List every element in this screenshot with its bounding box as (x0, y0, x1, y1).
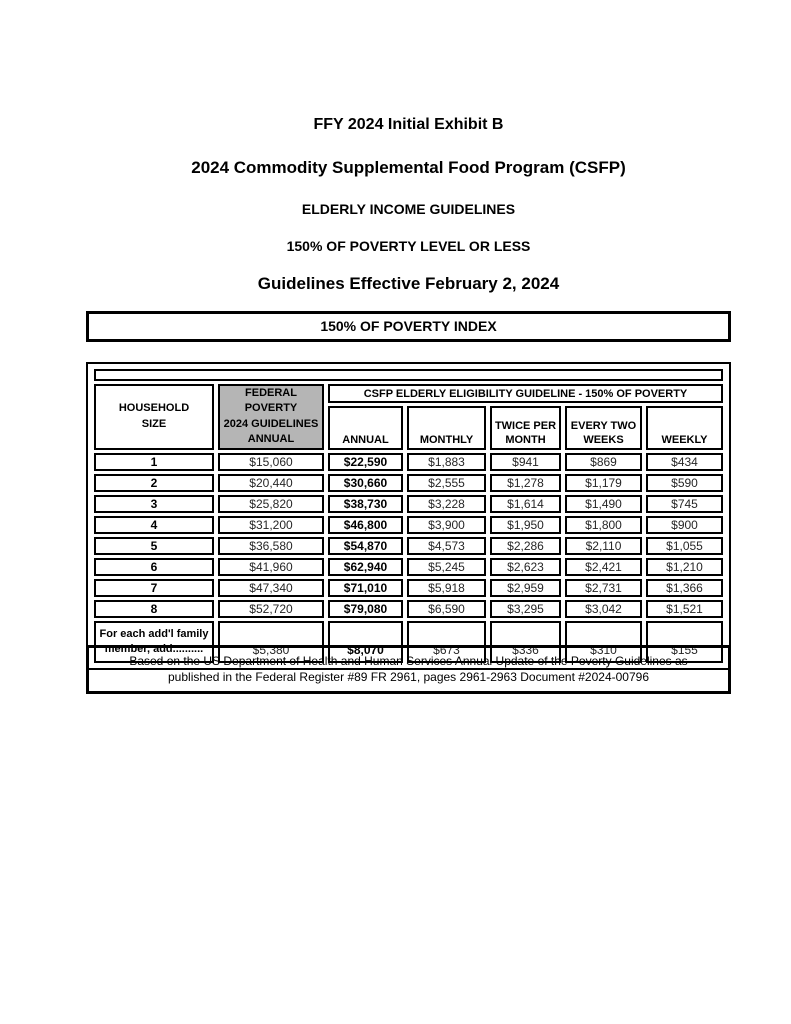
twice-per-month-cell: $2,286 (490, 536, 561, 555)
csfp-annual-cell: $22,590 (328, 452, 403, 471)
csfp-group-header: CSFP ELDERLY ELIGIBILITY GUIDELINE - 150… (328, 384, 723, 404)
federal-annual-cell: $31,200 (218, 515, 324, 534)
federal-annual-cell: $15,060 (218, 452, 324, 471)
household-size-cell: 8 (94, 599, 214, 618)
every-two-weeks-cell: $2,110 (565, 536, 642, 555)
additional-member-row: For each add'l family member, add.......… (94, 620, 723, 663)
weekly-cell: $1,521 (646, 599, 723, 618)
table-row: 3 $25,820 $38,730 $3,228 $1,614 $1,490 $… (94, 494, 723, 513)
weekly-cell: $1,366 (646, 578, 723, 597)
table-row: 8 $52,720 $79,080 $6,590 $3,295 $3,042 $… (94, 599, 723, 618)
annual-header: ANNUAL (328, 406, 403, 450)
weekly-header: WEEKLY (646, 406, 723, 450)
table-row: 5 $36,580 $54,870 $4,573 $2,286 $2,110 $… (94, 536, 723, 555)
household-size-cell: 3 (94, 494, 214, 513)
table-row: 4 $31,200 $46,800 $3,900 $1,950 $1,800 $… (94, 515, 723, 534)
weekly-cell: $434 (646, 452, 723, 471)
table-row: 2 $20,440 $30,660 $2,555 $1,278 $1,179 $… (94, 473, 723, 492)
federal-annual-cell: $52,720 (218, 599, 324, 618)
household-size-cell: 2 (94, 473, 214, 492)
csfp-annual-cell: $62,940 (328, 557, 403, 576)
federal-annual-cell: $41,960 (218, 557, 324, 576)
federal-header-line2: 2024 GUIDELINES (223, 417, 319, 430)
twice-per-month-cell: $1,614 (490, 494, 561, 513)
every-two-weeks-cell: $3,042 (565, 599, 642, 618)
weekly-cell: $745 (646, 494, 723, 513)
empty-strip-cell (94, 369, 723, 381)
source-note-box: Based on the US Department of Health and… (86, 645, 731, 695)
federal-annual-cell: $20,440 (218, 473, 324, 492)
twice-per-month-header: TWICE PER MONTH (490, 406, 561, 450)
every-two-weeks-cell: $1,179 (565, 473, 642, 492)
twice-per-month-cell: $3,295 (490, 599, 561, 618)
title-program: 2024 Commodity Supplemental Food Program… (191, 158, 626, 177)
household-size-cell: 4 (94, 515, 214, 534)
table-row: 6 $41,960 $62,940 $5,245 $2,623 $2,421 $… (94, 557, 723, 576)
weekly-cell: $900 (646, 515, 723, 534)
monthly-cell: $673 (407, 620, 486, 663)
sub-header-row: ANNUAL MONTHLY TWICE PER MONTH EVERY TWO… (94, 406, 723, 450)
twice-per-month-cell: $2,623 (490, 557, 561, 576)
csfp-annual-cell: $79,080 (328, 599, 403, 618)
twice-per-month-cell: $1,278 (490, 473, 561, 492)
empty-top-strip (94, 369, 723, 381)
monthly-cell: $2,555 (407, 473, 486, 492)
additional-member-label: For each add'l family member, add.......… (94, 620, 214, 663)
monthly-cell: $3,228 (407, 494, 486, 513)
federal-annual-cell: $36,580 (218, 536, 324, 555)
title-effective-date: Guidelines Effective February 2, 2024 (257, 274, 560, 293)
federal-annual-cell: $25,820 (218, 494, 324, 513)
household-size-header: HOUSEHOLD SIZE (94, 384, 214, 450)
csfp-annual-cell: $46,800 (328, 515, 403, 534)
every-two-weeks-cell: $1,490 (565, 494, 642, 513)
federal-header-line1: FEDERAL POVERTY (244, 387, 298, 415)
guidelines-table-box: HOUSEHOLD SIZE FEDERAL POVERTY 2024 GUID… (86, 362, 731, 670)
monthly-cell: $3,900 (407, 515, 486, 534)
every-two-weeks-cell: $1,800 (565, 515, 642, 534)
federal-poverty-header: FEDERAL POVERTY 2024 GUIDELINES ANNUAL (218, 384, 324, 450)
title-guidelines: ELDERLY INCOME GUIDELINES (301, 201, 516, 217)
source-note-line1: Based on the US Department of Health and… (129, 654, 688, 668)
weekly-cell: $590 (646, 473, 723, 492)
csfp-annual-cell: $54,870 (328, 536, 403, 555)
group-header-row: HOUSEHOLD SIZE FEDERAL POVERTY 2024 GUID… (94, 384, 723, 450)
monthly-cell: $6,590 (407, 599, 486, 618)
every-two-weeks-cell: $2,421 (565, 557, 642, 576)
weekly-cell: $1,210 (646, 557, 723, 576)
twice-per-month-cell: $2,959 (490, 578, 561, 597)
table-row: 1 $15,060 $22,590 $1,883 $941 $869 $434 (94, 452, 723, 471)
title-exhibit: FFY 2024 Initial Exhibit B (313, 116, 504, 133)
csfp-annual-cell: $71,010 (328, 578, 403, 597)
weekly-cell: $1,055 (646, 536, 723, 555)
monthly-cell: $5,245 (407, 557, 486, 576)
title-poverty-level: 150% OF POVERTY LEVEL OR LESS (286, 238, 531, 254)
every-two-weeks-cell: $869 (565, 452, 642, 471)
monthly-cell: $4,573 (407, 536, 486, 555)
guidelines-table: HOUSEHOLD SIZE FEDERAL POVERTY 2024 GUID… (90, 366, 727, 666)
monthly-header: MONTHLY (407, 406, 486, 450)
federal-annual-cell: $47,340 (218, 578, 324, 597)
every-two-weeks-cell: $2,731 (565, 578, 642, 597)
twice-per-month-cell: $1,950 (490, 515, 561, 534)
federal-header-line3: ANNUAL (247, 433, 295, 446)
twice-per-month-cell: $941 (490, 452, 561, 471)
csfp-annual-cell: $38,730 (328, 494, 403, 513)
monthly-cell: $1,883 (407, 452, 486, 471)
every-two-weeks-header: EVERY TWO WEEKS (565, 406, 642, 450)
household-size-cell: 6 (94, 557, 214, 576)
additional-member-label-line1: For each add'l family (99, 627, 209, 640)
household-size-cell: 1 (94, 452, 214, 471)
household-size-cell: 5 (94, 536, 214, 555)
household-header-line1: HOUSEHOLD (118, 402, 190, 415)
household-header-line2: SIZE (141, 417, 167, 430)
household-size-cell: 7 (94, 578, 214, 597)
source-note-line2: published in the Federal Register #89 FR… (168, 670, 649, 685)
poverty-index-banner: 150% OF POVERTY INDEX (86, 311, 731, 342)
weekly-cell: $155 (646, 620, 723, 663)
table-row: 7 $47,340 $71,010 $5,918 $2,959 $2,731 $… (94, 578, 723, 597)
csfp-annual-cell: $30,660 (328, 473, 403, 492)
monthly-cell: $5,918 (407, 578, 486, 597)
